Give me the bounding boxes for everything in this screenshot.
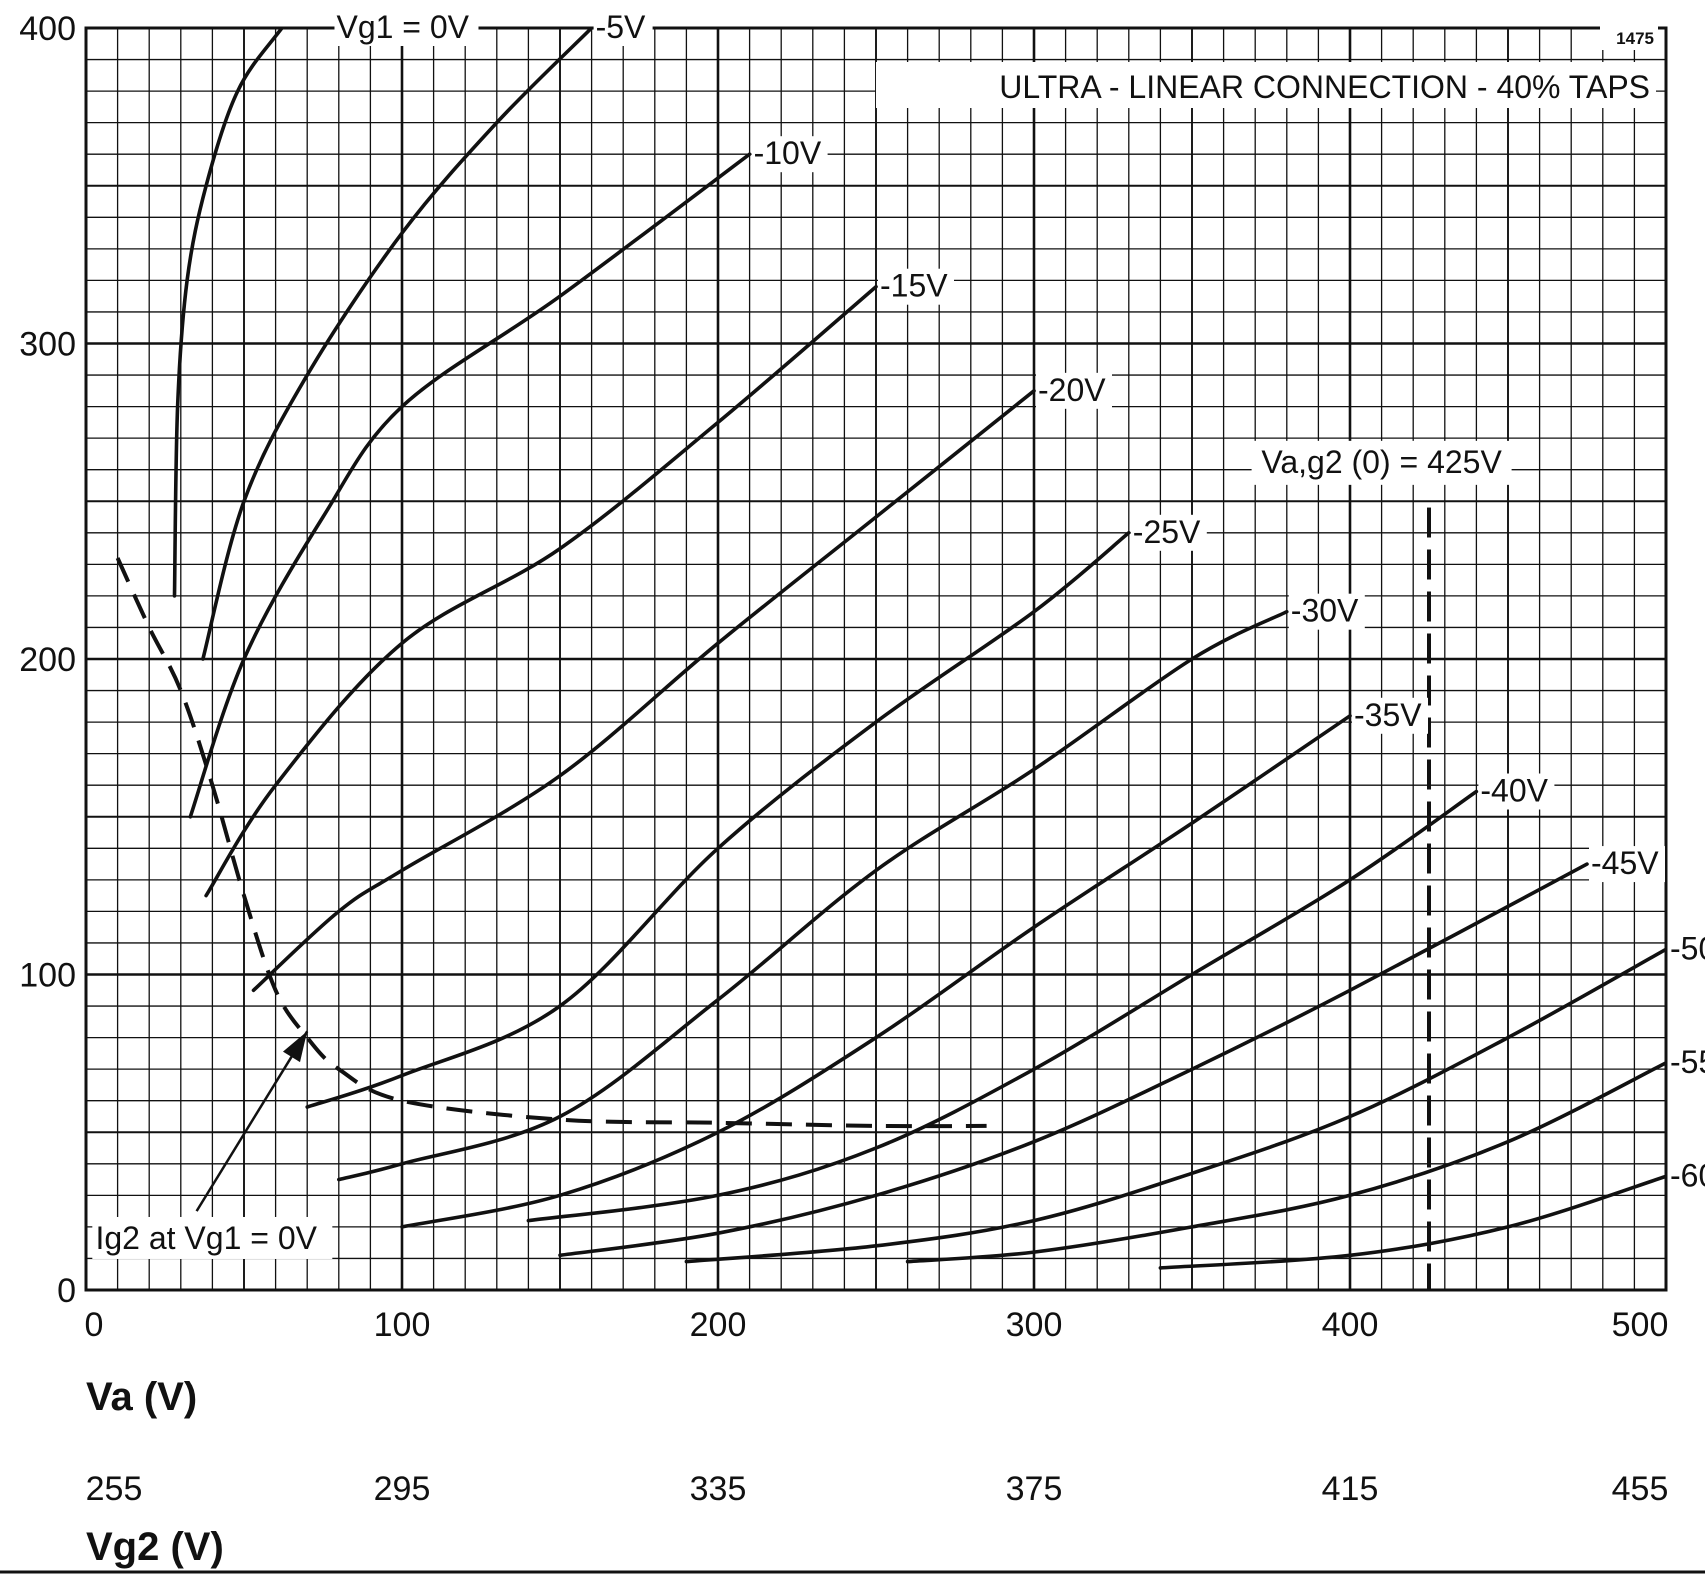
- series-line: [201, 28, 594, 661]
- series-line: [204, 284, 878, 898]
- y-tick-label: 200: [19, 641, 76, 679]
- ig2-label: Ig2 at Vg1 = 0V: [95, 1220, 317, 1256]
- series-label: -35V: [1354, 697, 1422, 733]
- ig2-arrow-head: [282, 1031, 308, 1063]
- series-label: -50V: [1670, 930, 1705, 966]
- ig2-pointer-line: [195, 1030, 309, 1212]
- series-label: -45V: [1591, 845, 1659, 881]
- series-label-bg: [878, 268, 954, 305]
- x-tick-label: 100: [374, 1306, 431, 1344]
- series-label: -25V: [1133, 514, 1201, 550]
- plot-frame: [84, 26, 1668, 1292]
- series-label-bg: [1288, 593, 1365, 630]
- x-tick-labels: 0 100 200 300 400 500: [85, 1306, 1669, 1344]
- x2-tick-labels: 255 295 335 375 415 455: [86, 1470, 1669, 1508]
- x-tick-label: 200: [690, 1306, 747, 1344]
- series-label-bg: [1668, 1158, 1705, 1195]
- y-tick-label: 0: [57, 1272, 76, 1310]
- series-label: -20V: [1038, 372, 1106, 408]
- series-label: -55V: [1670, 1044, 1705, 1080]
- x-tick-label: 0: [85, 1306, 104, 1344]
- chart-title-bg: [876, 62, 1656, 108]
- chart-code: 1475: [1616, 29, 1654, 48]
- x2-tick-label: 375: [1006, 1470, 1063, 1508]
- series-line: [305, 531, 1131, 1109]
- series-group: [172, 28, 1666, 1270]
- series-label-bg: [1668, 931, 1705, 968]
- ig2-dashed-curve: [115, 557, 987, 1129]
- x2-tick-label: 335: [690, 1470, 747, 1508]
- code-box-bg: [1600, 26, 1658, 50]
- x2-axis-title: Vg2 (V): [86, 1525, 224, 1569]
- x2-tick-label: 415: [1322, 1470, 1379, 1508]
- chart-title: ULTRA - LINEAR CONNECTION - 40% TAPS: [999, 69, 1650, 105]
- ig2-curve-group: [115, 557, 987, 1212]
- series-label-bg: [1668, 1044, 1705, 1081]
- x2-tick-label: 255: [86, 1470, 143, 1508]
- series-label-bg: [1589, 846, 1665, 883]
- series-label-bg: [1036, 372, 1112, 409]
- grid-major: [86, 28, 1666, 1290]
- va-g2-label-bg: [1251, 440, 1512, 485]
- series-line: [251, 389, 1036, 993]
- ig2-label-bg: [92, 1216, 333, 1259]
- series-line: [905, 1061, 1666, 1264]
- series-line: [526, 789, 1479, 1223]
- x-tick-label: 300: [1006, 1306, 1063, 1344]
- series-line: [337, 609, 1289, 1182]
- series-label-bg: [1478, 773, 1555, 810]
- series-label: -10V: [754, 135, 822, 171]
- series-line: [1158, 1174, 1666, 1270]
- series-label: -5V: [596, 9, 646, 45]
- x2-tick-label: 455: [1612, 1470, 1669, 1508]
- series-labels: Vg1 = 0V -5V -10V -15V -20V -25V -30V -35V -40V -…: [334, 9, 1705, 1195]
- y-tick-labels: 0 100 200 300 400: [19, 10, 76, 1310]
- x2-tick-label: 295: [374, 1470, 431, 1508]
- series-label: -30V: [1291, 593, 1359, 629]
- series-line: [188, 152, 752, 819]
- series-label: -15V: [880, 268, 948, 304]
- va-g2-label: Va,g2 (0) = 425V: [1261, 444, 1502, 480]
- x-axis-title: Va (V): [86, 1375, 197, 1419]
- series-label-bg: [1352, 697, 1428, 734]
- series-label: -40V: [1480, 773, 1548, 809]
- y-tick-label: 300: [19, 326, 76, 364]
- y-tick-label: 400: [19, 10, 76, 48]
- x-tick-label: 500: [1612, 1306, 1669, 1344]
- series-label-bg: [593, 10, 653, 46]
- series-line: [172, 28, 285, 598]
- series-label-bg: [1130, 514, 1207, 551]
- series-label: Vg1 = 0V: [336, 9, 469, 45]
- series-line: [400, 714, 1352, 1229]
- series-label-bg: [334, 10, 479, 46]
- series-label: -60V: [1670, 1157, 1705, 1193]
- series-label-bg: [751, 136, 828, 173]
- x-tick-label: 400: [1322, 1306, 1379, 1344]
- series-line: [684, 947, 1666, 1264]
- y-tick-label: 100: [19, 957, 76, 995]
- series-line: [558, 862, 1589, 1258]
